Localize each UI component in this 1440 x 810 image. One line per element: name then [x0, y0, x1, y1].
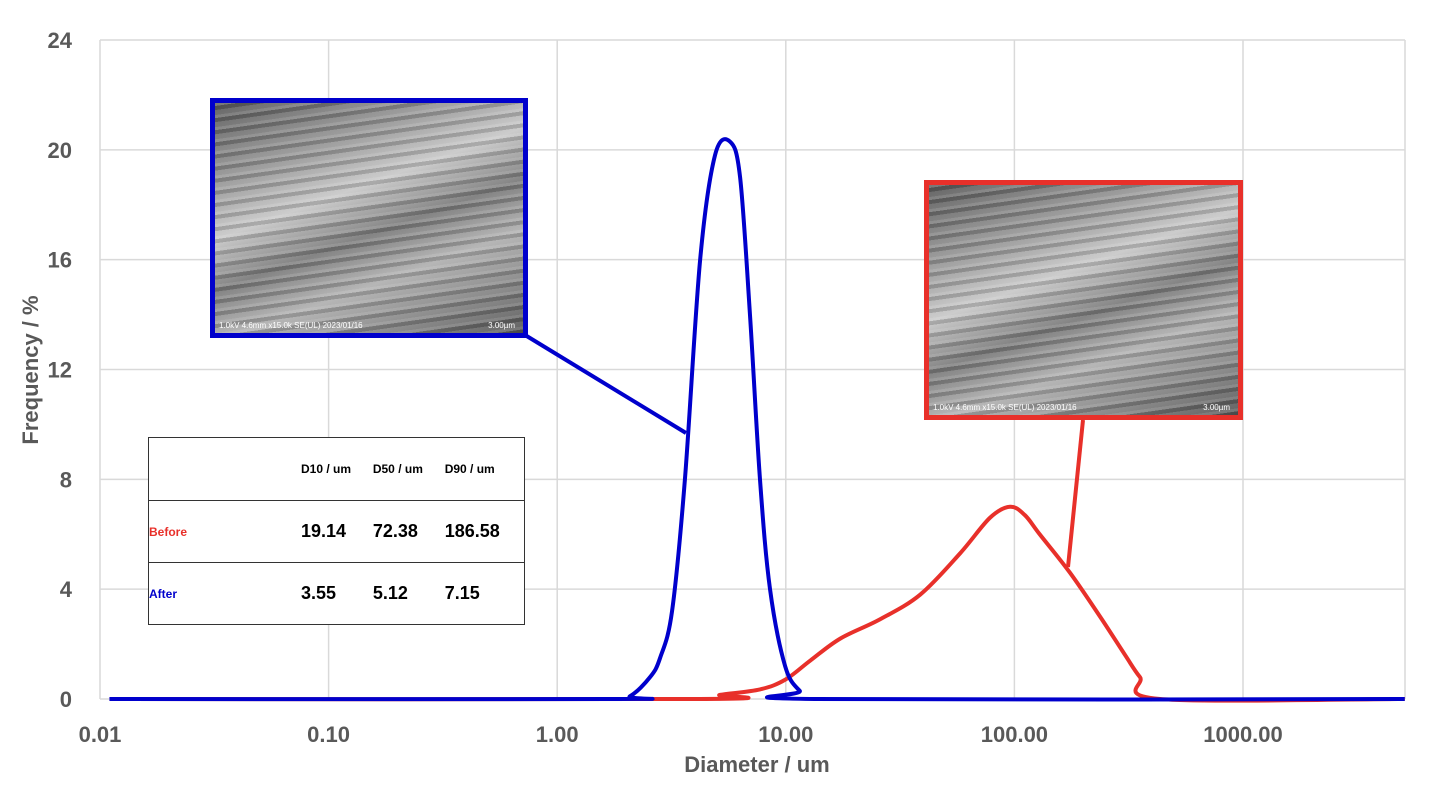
particle-size-table: D10 / um D50 / um D90 / um Before 19.14 …	[148, 437, 525, 625]
table-row-after: After 3.55 5.12 7.15	[148, 562, 525, 625]
y-axis-label: Frequency / %	[18, 295, 43, 444]
y-tick-label: 16	[48, 248, 72, 273]
x-tick-label: 0.01	[79, 722, 122, 747]
sem-scale: 3.00µm	[488, 321, 515, 330]
series-line-before	[109, 504, 1405, 703]
x-tick-label: 1000.00	[1203, 722, 1283, 747]
x-axis-label: Diameter / um	[684, 752, 830, 777]
series-line-after	[109, 137, 1405, 702]
leader-line-after	[523, 333, 688, 435]
d10-value: 3.55	[301, 562, 373, 625]
x-tick-label: 100.00	[981, 722, 1048, 747]
sem-image-after: 1.0kV 4.6mm x15.0k SE(UL) 2023/01/16 3.0…	[210, 98, 528, 338]
row-label: After	[148, 562, 301, 625]
x-tick-label: 10.00	[758, 722, 813, 747]
d50-value: 72.38	[372, 500, 445, 563]
y-tick-label: 24	[48, 28, 73, 53]
d90-value: 7.15	[444, 562, 525, 625]
sem-caption: 1.0kV 4.6mm x15.0k SE(UL) 2023/01/16	[933, 403, 1077, 412]
y-tick-label: 20	[48, 138, 72, 163]
x-tick-label: 0.10	[307, 722, 350, 747]
d90-value: 186.58	[444, 500, 525, 563]
y-tick-label: 8	[60, 467, 72, 492]
row-label: Before	[148, 500, 301, 563]
sem-image-before: 1.0kV 4.6mm x15.0k SE(UL) 2023/01/16 3.0…	[924, 180, 1243, 420]
leader-line-before	[1066, 419, 1085, 568]
d10-value: 19.14	[301, 500, 373, 563]
x-tick-label: 1.00	[536, 722, 579, 747]
y-tick-label: 4	[60, 577, 73, 602]
y-tick-label: 12	[48, 358, 72, 383]
header-d50: D50 / um	[372, 462, 423, 476]
header-d90: D90 / um	[444, 462, 495, 476]
header-d10: D10 / um	[301, 462, 352, 476]
sem-caption: 1.0kV 4.6mm x15.0k SE(UL) 2023/01/16	[219, 321, 363, 330]
sem-scale: 3.00µm	[1203, 403, 1230, 412]
d50-value: 5.12	[372, 562, 445, 625]
y-tick-label: 0	[60, 687, 72, 712]
table-row-before: Before 19.14 72.38 186.58	[148, 500, 525, 563]
